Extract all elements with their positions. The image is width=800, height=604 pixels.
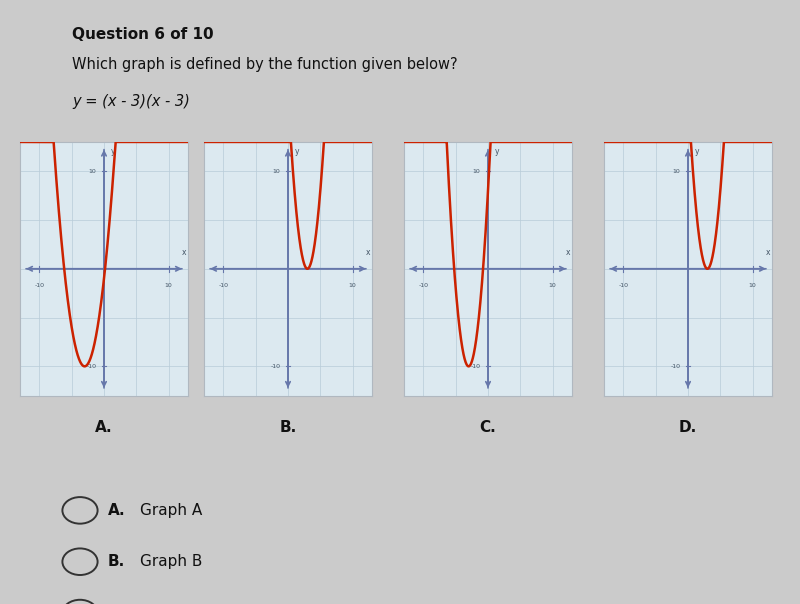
Text: Graph A: Graph A xyxy=(140,503,202,518)
Text: y: y xyxy=(294,147,299,156)
Text: 10: 10 xyxy=(673,169,680,174)
Text: B.: B. xyxy=(279,420,297,435)
Text: y: y xyxy=(494,147,499,156)
Text: x: x xyxy=(182,248,186,257)
Text: 10: 10 xyxy=(549,283,557,289)
Text: Which graph is defined by the function given below?: Which graph is defined by the function g… xyxy=(72,57,458,72)
Text: Question 6 of 10: Question 6 of 10 xyxy=(72,27,214,42)
Text: 10: 10 xyxy=(749,283,757,289)
Text: B.: B. xyxy=(108,554,126,569)
Text: -10: -10 xyxy=(270,364,280,369)
Text: A.: A. xyxy=(108,503,126,518)
Text: y = (x - 3)(x - 3): y = (x - 3)(x - 3) xyxy=(72,94,190,109)
Text: y: y xyxy=(694,147,699,156)
Text: -10: -10 xyxy=(618,283,628,289)
Text: y: y xyxy=(110,147,115,156)
Text: x: x xyxy=(766,248,770,257)
Text: 10: 10 xyxy=(473,169,480,174)
Text: 10: 10 xyxy=(273,169,280,174)
Text: -10: -10 xyxy=(86,364,96,369)
Text: 10: 10 xyxy=(165,283,173,289)
Text: -10: -10 xyxy=(418,283,428,289)
Text: 10: 10 xyxy=(349,283,357,289)
Text: 10: 10 xyxy=(89,169,96,174)
Text: -10: -10 xyxy=(218,283,228,289)
Text: x: x xyxy=(366,248,370,257)
Text: -10: -10 xyxy=(34,283,44,289)
Text: Graph B: Graph B xyxy=(140,554,202,569)
Text: -10: -10 xyxy=(470,364,480,369)
Text: C.: C. xyxy=(480,420,496,435)
Text: A.: A. xyxy=(95,420,113,435)
Text: -10: -10 xyxy=(670,364,680,369)
Text: D.: D. xyxy=(679,420,697,435)
Text: x: x xyxy=(566,248,570,257)
